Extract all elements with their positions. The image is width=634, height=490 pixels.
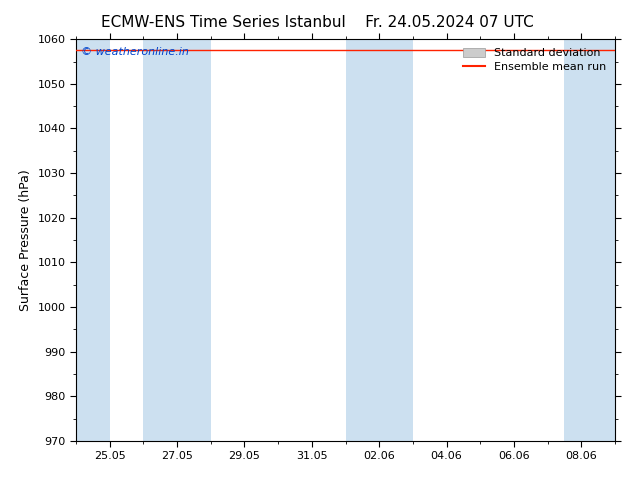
Text: © weatheronline.in: © weatheronline.in <box>81 47 190 57</box>
Bar <box>73 39 110 441</box>
Legend: Standard deviation, Ensemble mean run: Standard deviation, Ensemble mean run <box>460 45 609 75</box>
Bar <box>143 39 210 441</box>
Bar <box>346 39 413 441</box>
Y-axis label: Surface Pressure (hPa): Surface Pressure (hPa) <box>19 169 32 311</box>
Text: ECMW-ENS Time Series Istanbul    Fr. 24.05.2024 07 UTC: ECMW-ENS Time Series Istanbul Fr. 24.05.… <box>101 15 533 30</box>
Bar <box>564 39 618 441</box>
